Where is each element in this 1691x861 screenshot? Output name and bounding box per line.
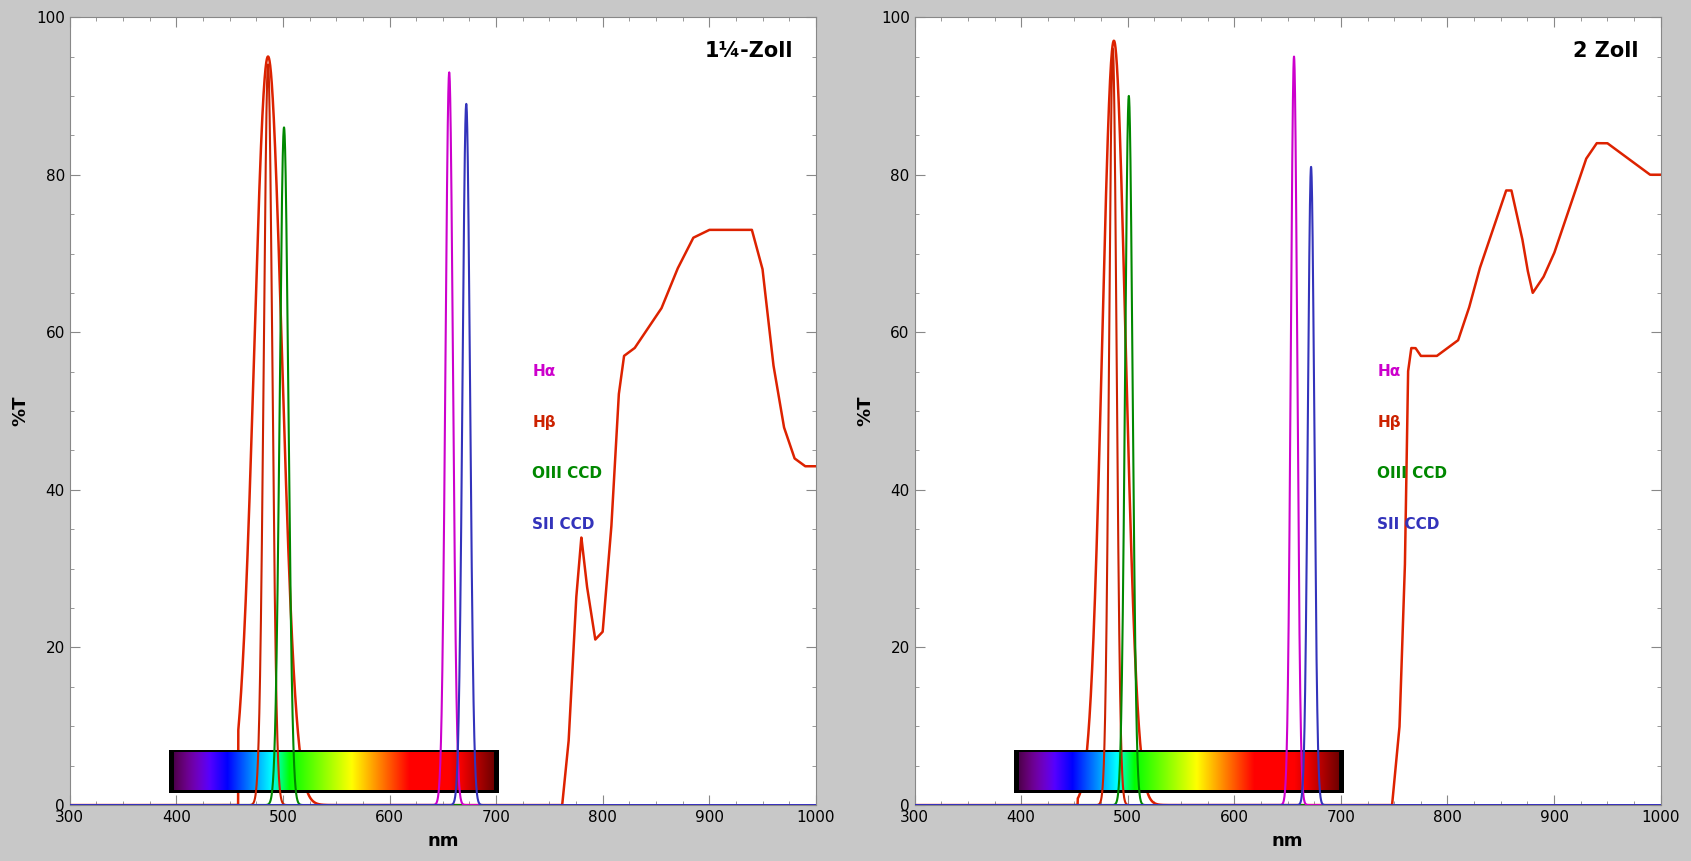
Text: 2 Zoll: 2 Zoll	[1573, 40, 1639, 61]
Text: Hα: Hα	[1376, 364, 1400, 379]
Bar	[169, 750, 499, 793]
Text: Hβ: Hβ	[1376, 415, 1400, 430]
Text: Hα: Hα	[533, 364, 556, 379]
Bar	[1013, 750, 1344, 793]
Text: Hβ: Hβ	[533, 415, 556, 430]
Text: SII CCD: SII CCD	[1376, 517, 1439, 532]
Y-axis label: %T: %T	[12, 396, 29, 426]
X-axis label: nm: nm	[428, 832, 458, 850]
Y-axis label: %T: %T	[856, 396, 874, 426]
X-axis label: nm: nm	[1272, 832, 1304, 850]
Text: 1¼-Zoll: 1¼-Zoll	[705, 40, 793, 61]
Text: OIII CCD: OIII CCD	[1376, 467, 1447, 481]
Text: SII CCD: SII CCD	[533, 517, 595, 532]
Text: OIII CCD: OIII CCD	[533, 467, 602, 481]
